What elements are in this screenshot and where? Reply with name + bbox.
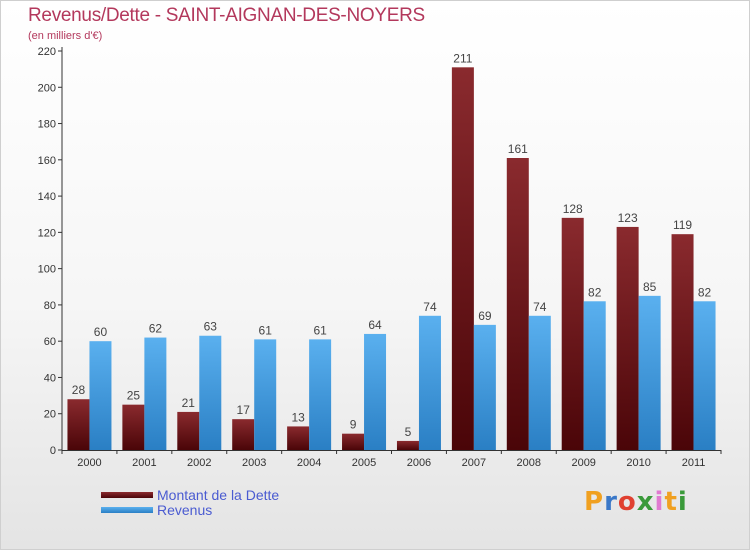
logo-letter: i — [677, 487, 688, 517]
y-tick-label: 100 — [38, 264, 56, 276]
dette-value-label: 21 — [182, 396, 196, 410]
dette-bar — [342, 433, 365, 450]
chart-subtitle: (en milliers d'€) — [28, 30, 103, 42]
y-tick-label: 200 — [38, 82, 56, 94]
logo-letter: x — [636, 487, 655, 517]
dette-bar — [232, 419, 255, 450]
revenus-bar — [309, 339, 332, 450]
dette-bar — [287, 426, 310, 450]
revenus-bar — [528, 315, 551, 450]
dette-value-label: 13 — [291, 410, 305, 424]
x-tick-label: 2008 — [517, 457, 541, 469]
y-tick-label: 140 — [38, 191, 56, 203]
dette-bar — [122, 404, 145, 450]
dette-bar — [451, 67, 474, 450]
revenus-bar — [364, 333, 387, 450]
logo-letter: o — [617, 487, 637, 517]
logo-letter: P — [584, 487, 605, 517]
x-tick-label: 2005 — [352, 457, 376, 469]
revenus-bar — [693, 301, 716, 450]
revenus-value-label: 60 — [94, 325, 108, 339]
dette-value-label: 5 — [405, 425, 412, 439]
revenus-value-label: 74 — [533, 300, 547, 314]
y-tick-label: 160 — [38, 155, 56, 167]
revenus-value-label: 82 — [588, 285, 602, 299]
x-tick-label: 2000 — [77, 457, 101, 469]
dette-bar — [561, 217, 584, 450]
legend-swatch-dette — [101, 491, 153, 498]
chart-title: Revenus/Dette - SAINT-AIGNAN-DES-NOYERS — [28, 5, 425, 26]
y-tick-label: 40 — [44, 372, 56, 384]
logo-letter: r — [604, 487, 618, 517]
y-tick-label: 120 — [38, 227, 56, 239]
x-tick-label: 2001 — [132, 457, 156, 469]
x-tick-label: 2003 — [242, 457, 266, 469]
dette-value-label: 9 — [350, 418, 357, 432]
dette-bar — [671, 234, 694, 450]
y-tick-label: 60 — [44, 336, 56, 348]
dette-value-label: 17 — [237, 403, 251, 417]
x-tick-label: 2004 — [297, 457, 321, 469]
revenus-bar — [638, 295, 661, 450]
revenus-value-label: 85 — [643, 280, 657, 294]
x-tick-label: 2011 — [682, 457, 706, 469]
x-tick-label: 2007 — [462, 457, 486, 469]
revenus-bar — [89, 341, 112, 450]
x-tick-label: 2009 — [571, 457, 595, 469]
y-tick-label: 220 — [38, 46, 56, 58]
revenus-value-label: 69 — [478, 309, 492, 323]
revenus-value-label: 82 — [698, 285, 712, 299]
dette-bar — [506, 158, 529, 450]
revenus-value-label: 62 — [149, 322, 163, 336]
revenus-bar — [254, 339, 277, 450]
dette-value-label: 28 — [72, 383, 86, 397]
dette-value-label: 161 — [508, 142, 528, 156]
y-tick-label: 0 — [50, 445, 56, 457]
revenus-value-label: 63 — [204, 320, 218, 334]
legend-label-revenus: Revenus — [157, 501, 213, 518]
legend-item-dette: Montant de la Dette — [101, 486, 280, 503]
revenus-value-label: 74 — [423, 300, 437, 314]
legend: Montant de la Dette Revenus — [101, 486, 280, 518]
dette-bar — [67, 399, 90, 450]
legend-label-dette: Montant de la Dette — [157, 486, 280, 503]
y-tick-label: 20 — [44, 409, 56, 421]
dette-bar — [616, 226, 639, 450]
dette-value-label: 211 — [453, 51, 472, 65]
logo-letter: i — [654, 487, 665, 517]
y-tick-label: 80 — [44, 300, 56, 312]
x-tick-label: 2002 — [187, 457, 211, 469]
legend-item-revenus: Revenus — [101, 501, 279, 518]
x-tick-label: 2006 — [407, 457, 431, 469]
revenus-bar — [473, 324, 496, 450]
revenus-bar — [583, 301, 606, 450]
x-tick-label: 2010 — [626, 457, 650, 469]
revenus-bar — [418, 315, 441, 450]
revenus-bar — [199, 335, 222, 450]
revenus-bar — [144, 337, 167, 450]
dette-bar — [177, 411, 200, 450]
dette-value-label: 25 — [127, 389, 141, 403]
revenus-value-label: 61 — [313, 323, 327, 337]
dette-bar — [396, 440, 419, 450]
logo-letter: t — [664, 487, 678, 517]
y-tick-label: 180 — [38, 119, 56, 131]
dette-value-label: 119 — [673, 218, 692, 232]
dette-value-label: 123 — [618, 211, 638, 225]
legend-swatch-revenus — [101, 506, 153, 513]
dette-value-label: 128 — [563, 202, 583, 216]
revenus-value-label: 61 — [259, 323, 273, 337]
proxiti-logo: Proxiti — [584, 487, 688, 517]
revenus-value-label: 64 — [368, 318, 382, 332]
